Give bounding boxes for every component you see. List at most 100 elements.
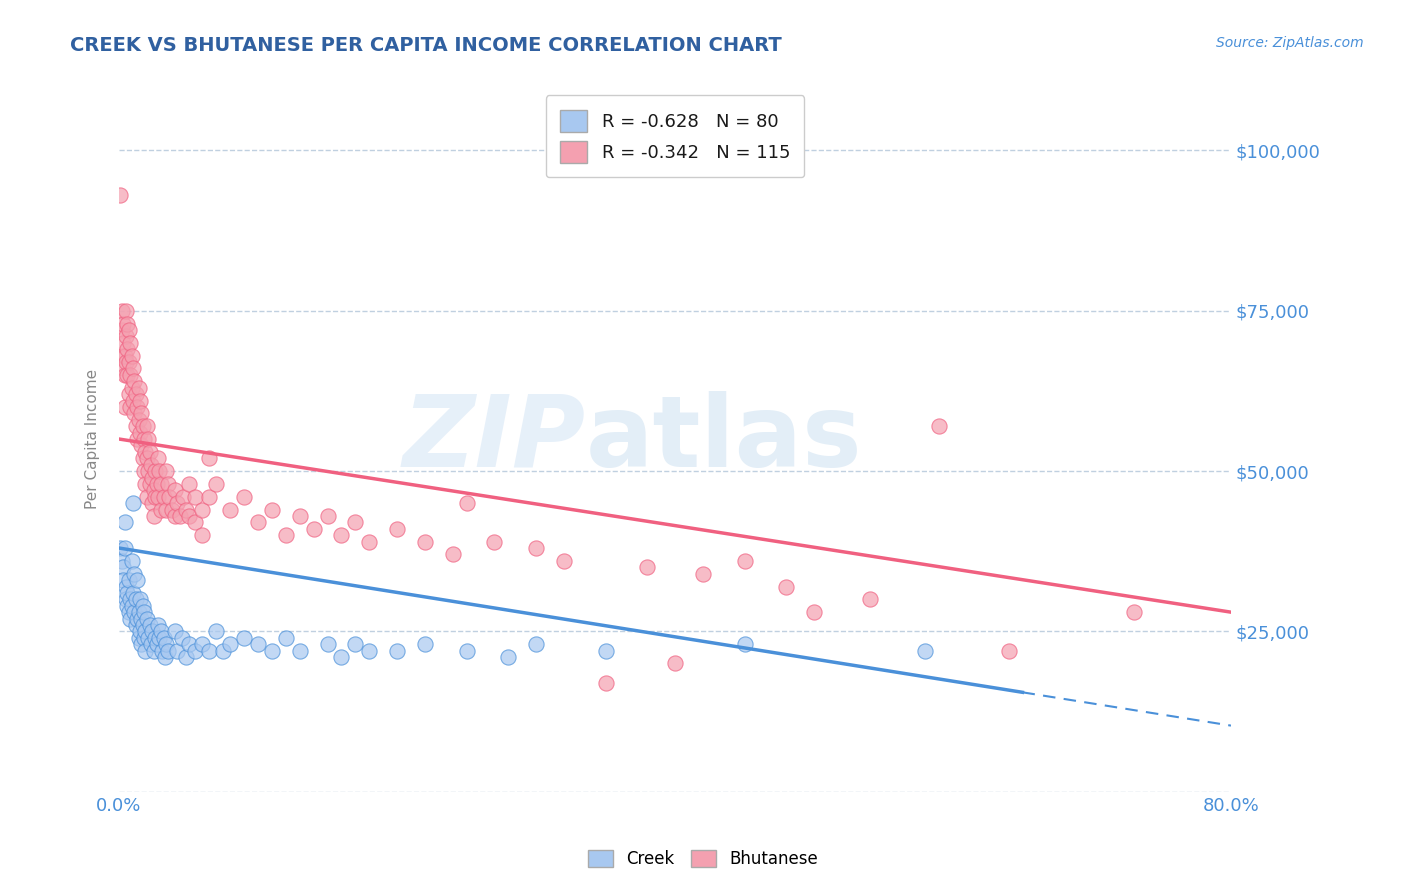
Point (441, 548, 464, 562)
Point (115, 592, 138, 607)
Point (858, 592, 880, 607)
Point (117, 586, 139, 600)
Point (198, 451, 221, 466)
Point (142, 508, 165, 523)
Point (114, 400, 136, 414)
Point (496, 650, 519, 665)
Point (233, 490, 256, 504)
Point (177, 477, 200, 491)
Point (129, 637, 152, 651)
Point (111, 349, 134, 363)
Point (120, 592, 142, 607)
Point (198, 643, 221, 657)
Point (260, 502, 283, 516)
Text: Source: ZipAtlas.com: Source: ZipAtlas.com (1216, 36, 1364, 50)
Point (111, 554, 134, 568)
Point (163, 624, 186, 639)
Point (125, 387, 148, 401)
Point (125, 592, 148, 607)
Point (484, 534, 506, 549)
Point (143, 490, 166, 504)
Point (129, 624, 152, 639)
Point (163, 483, 186, 498)
Point (664, 657, 686, 671)
Point (344, 637, 367, 651)
Point (127, 400, 149, 414)
Point (156, 477, 179, 491)
Point (124, 566, 146, 581)
Point (163, 508, 186, 523)
Point (118, 605, 141, 619)
Point (110, 541, 132, 555)
Point (198, 490, 221, 504)
Point (128, 631, 150, 645)
Point (114, 516, 136, 530)
Point (134, 445, 156, 459)
Point (143, 631, 166, 645)
Point (129, 592, 152, 607)
Point (172, 490, 194, 504)
Point (129, 393, 152, 408)
Point (191, 502, 214, 516)
Text: CREEK VS BHUTANESE PER CAPITA INCOME CORRELATION CHART: CREEK VS BHUTANESE PER CAPITA INCOME COR… (70, 36, 782, 54)
Point (124, 406, 146, 420)
Point (118, 573, 141, 587)
Point (112, 335, 135, 350)
Point (112, 361, 135, 376)
Point (131, 419, 153, 434)
Point (247, 637, 270, 651)
Point (524, 541, 547, 555)
Point (233, 631, 256, 645)
Point (157, 490, 180, 504)
Point (219, 637, 242, 651)
Point (114, 349, 136, 363)
Point (131, 451, 153, 466)
Point (142, 643, 165, 657)
Point (330, 528, 353, 542)
Point (112, 317, 135, 331)
Point (152, 631, 174, 645)
Point (146, 618, 169, 632)
Point (775, 580, 797, 594)
Point (205, 477, 228, 491)
Point (156, 643, 179, 657)
Point (141, 470, 163, 484)
Point (344, 516, 367, 530)
Point (115, 355, 138, 369)
Point (160, 502, 183, 516)
Legend: R = -0.628   N = 80, R = -0.342   N = 115: R = -0.628 N = 80, R = -0.342 N = 115 (546, 95, 804, 178)
Point (138, 477, 160, 491)
Point (117, 317, 139, 331)
Point (124, 374, 146, 388)
Point (149, 624, 172, 639)
Point (146, 451, 169, 466)
Point (112, 560, 135, 574)
Y-axis label: Per Capita Income: Per Capita Income (86, 369, 100, 509)
Point (129, 438, 152, 452)
Point (138, 618, 160, 632)
Point (150, 643, 173, 657)
Point (110, 188, 132, 202)
Point (734, 637, 756, 651)
Point (274, 631, 297, 645)
Point (122, 496, 145, 510)
Point (359, 534, 381, 549)
Point (413, 534, 436, 549)
Point (135, 490, 157, 504)
Point (169, 508, 191, 523)
Point (136, 432, 159, 446)
Point (524, 637, 547, 651)
Point (117, 343, 139, 357)
Point (595, 675, 617, 690)
Point (385, 522, 408, 536)
Point (135, 451, 157, 466)
Point (118, 323, 141, 337)
Point (121, 599, 143, 613)
Point (166, 496, 188, 510)
Point (131, 599, 153, 613)
Point (316, 508, 339, 523)
Point (997, 643, 1019, 657)
Point (120, 400, 142, 414)
Point (219, 502, 242, 516)
Point (928, 419, 950, 434)
